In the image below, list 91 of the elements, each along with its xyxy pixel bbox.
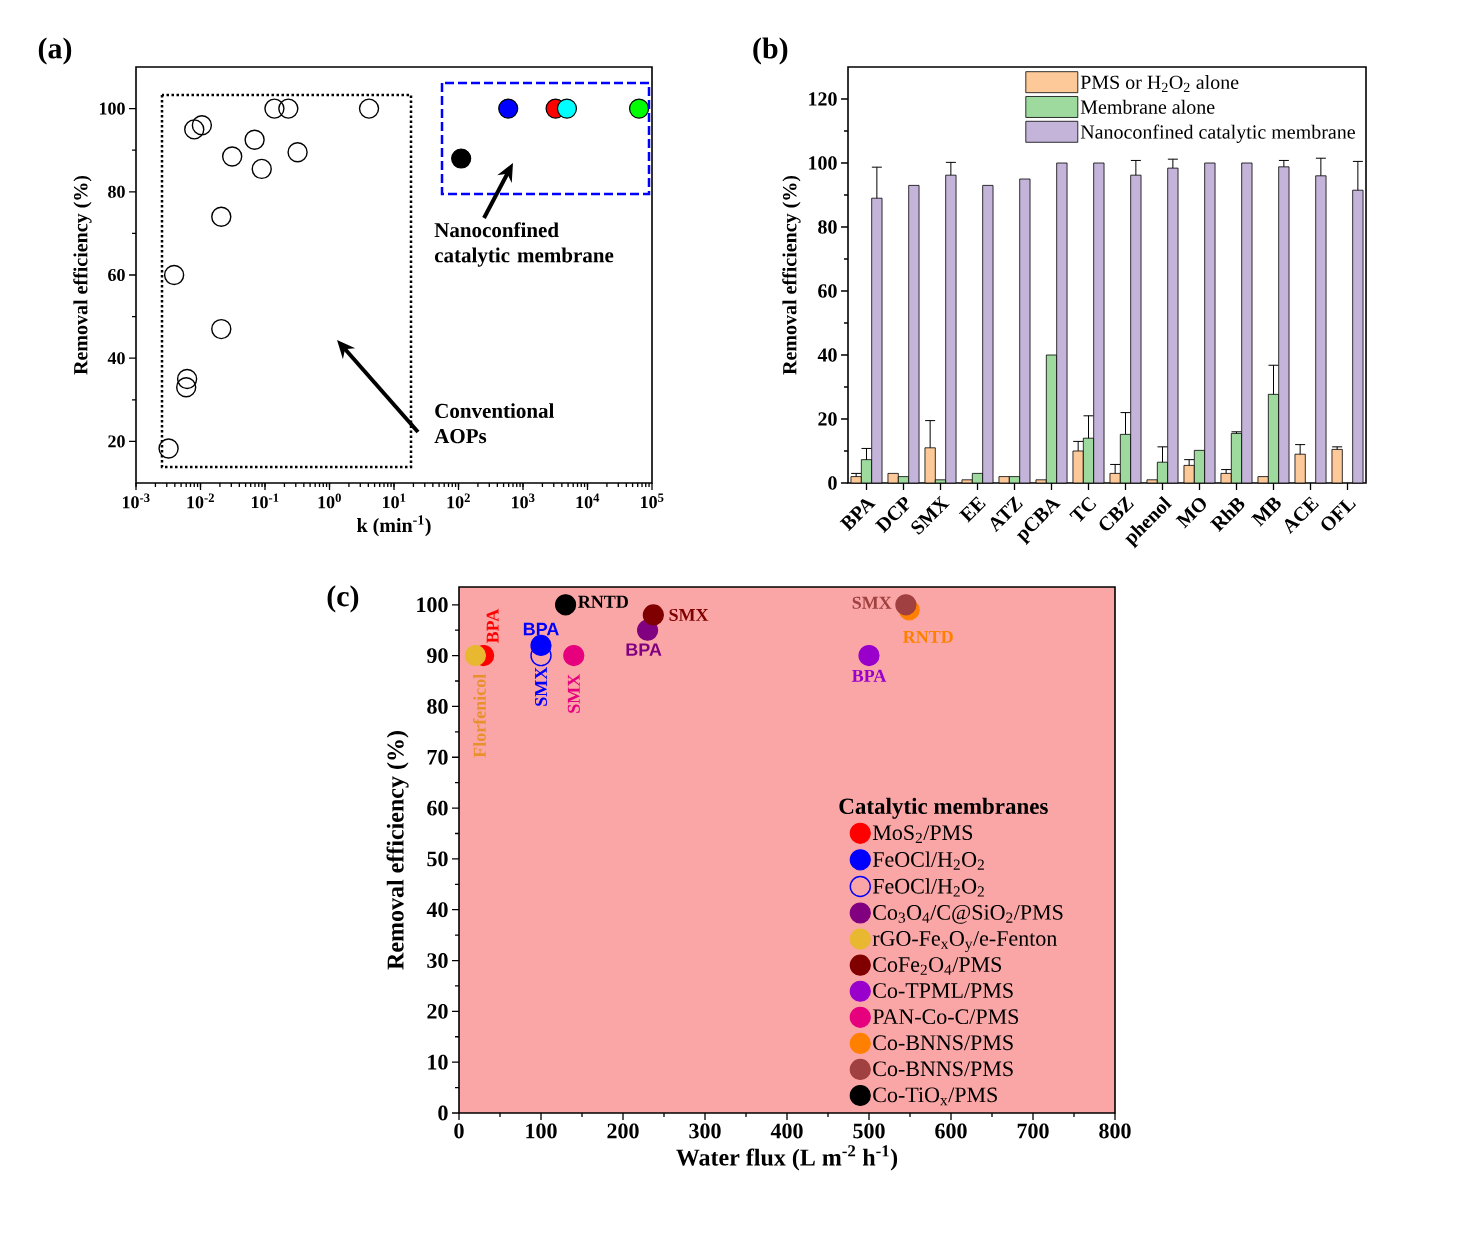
legend-label: MoS$_{2}$/PMS: [872, 825, 973, 844]
x-tick-label: 10$^{2}$: [447, 493, 470, 509]
x-tick-label: 0: [454, 1123, 464, 1139]
x-tick-label: 400: [770, 1123, 803, 1139]
annotation: BPA: [851, 669, 887, 682]
y-axis-title: Removal efficiency (%): [386, 731, 409, 970]
x-tick-label: MB: [1250, 497, 1281, 527]
x-tick-label: 10$^{-2}$: [187, 493, 214, 509]
y-tick-label: 90: [427, 648, 448, 664]
annotation: SMX: [669, 608, 709, 621]
x-tick-label: 10$^{3}$: [512, 493, 535, 509]
y-tick-label: 20: [427, 1003, 448, 1019]
x-tick-label: 100: [526, 1123, 557, 1139]
annotation: SMX: [534, 667, 548, 706]
y-tick-label: 0: [438, 1105, 448, 1121]
y-axis-title: Removal efficiency (%): [782, 175, 801, 375]
x-tick-label: 600: [935, 1123, 967, 1139]
x-tick-label: 200: [607, 1123, 639, 1139]
y-tick-label: 120: [809, 92, 837, 106]
legend-label: Co$_{3}$O$_{4}$/C@SiO$_{2}$/PMS: [873, 904, 1063, 924]
x-tick-label: EE: [958, 496, 986, 523]
x-tick-label: 500: [853, 1123, 885, 1139]
y-tick-label: 60: [108, 268, 125, 282]
point: [642, 604, 664, 626]
y-tick-label: 100: [99, 102, 125, 115]
legend-title: Catalytic membranes: [839, 797, 1048, 819]
legend-label: Nanoconfined catalytic membrane: [1080, 124, 1355, 143]
y-tick-label: 80: [108, 185, 125, 198]
y-tick-label: 40: [107, 352, 125, 365]
chart-title: (a): [38, 37, 72, 65]
annotation: BPA: [486, 608, 499, 644]
point: [858, 645, 880, 667]
y-tick-label: 80: [818, 220, 837, 234]
y-tick-label: 0: [828, 476, 837, 490]
y-tick-label: 30: [427, 953, 448, 968]
x-tick-label: 10$^{-3}$: [122, 493, 150, 509]
legend-label: CoFe$_{2}$O$_{4}$/PMS: [873, 957, 1002, 975]
y-tick-label: 40: [426, 902, 448, 918]
y-tick-label: 20: [818, 412, 837, 426]
y-axis-title: Removal efficiency (%): [73, 175, 92, 375]
x-tick-label: RhB: [1209, 497, 1245, 532]
legend-label: Co-BNNS/PMS: [873, 1035, 1013, 1051]
x-tick-label: MO: [1175, 498, 1206, 529]
point: [555, 594, 577, 616]
x-tick-label: 10$^{4}$: [576, 493, 600, 509]
annotation: Conventional AOPs: [434, 403, 555, 444]
legend-label: Co-TPML/PMS: [873, 983, 1013, 998]
y-tick-label: 10: [428, 1054, 448, 1070]
point: [464, 645, 486, 667]
x-tick-label: 700: [1017, 1123, 1049, 1139]
annotation: RNTD: [578, 595, 628, 608]
y-tick-label: 60: [427, 800, 448, 816]
point: [530, 634, 552, 657]
x-tick-label: OFL: [1321, 499, 1357, 531]
x-tick-label: BPA: [839, 499, 876, 532]
x-tick-label: 800: [1099, 1123, 1131, 1139]
annotation: SMX: [567, 674, 580, 713]
x-tick-label: 300: [689, 1123, 721, 1139]
annotation: Nanoconfined catalytic membrane: [434, 222, 614, 267]
legend-label: FeOCl/H$_{2}$O$_{2}$: [872, 878, 984, 897]
y-tick-label: 100: [417, 597, 448, 613]
point: [563, 645, 585, 667]
y-tick-label: 60: [818, 284, 837, 298]
x-axis-title: Water flux (L m$^{-2}$ h$^{-1}$): [676, 1145, 898, 1171]
point: [895, 594, 917, 616]
y-tick-label: 50: [427, 851, 448, 867]
y-tick-label: 80: [427, 699, 448, 714]
x-tick-label: 10$^{5}$: [641, 493, 664, 509]
annotation: RNTD: [902, 630, 953, 643]
legend-label: Co-BNNS/PMS: [873, 1061, 1013, 1077]
legend-label: Membrane alone: [1080, 99, 1215, 114]
y-tick-label: 70: [427, 749, 448, 765]
legend-label: PMS or H$_{2}$O$_{2}$ alone: [1080, 74, 1239, 92]
legend-label: rGO-Fe$_{x}$O$_{y}$/e-Fenton: [872, 931, 1057, 953]
x-tick-label: 10$^{-1}$: [251, 493, 279, 509]
annotation: SMX: [852, 596, 892, 609]
annotation: BPA: [523, 622, 559, 636]
y-tick-label: 20: [108, 435, 125, 448]
x-tick-label: 10$^{1}$: [383, 493, 406, 509]
legend-label: Co-TiO$_{x}$/PMS: [873, 1087, 997, 1106]
chart-title: (c): [327, 585, 359, 613]
legend-label: PAN-Co-C/PMS: [872, 1009, 1019, 1025]
annotation: BPA: [626, 643, 662, 656]
x-tick-label: TC: [1069, 496, 1097, 522]
annotation: Florfenicol: [472, 674, 486, 758]
legend-label: FeOCl/H$_{2}$O$_{2}$: [872, 851, 984, 870]
y-tick-label: 100: [809, 156, 837, 170]
x-tick-label: 10$^{0}$: [318, 493, 341, 509]
x-axis-title: k (min$^{-1}$): [357, 515, 431, 537]
chart-title: (b): [753, 37, 788, 65]
y-tick-label: 40: [817, 348, 837, 362]
